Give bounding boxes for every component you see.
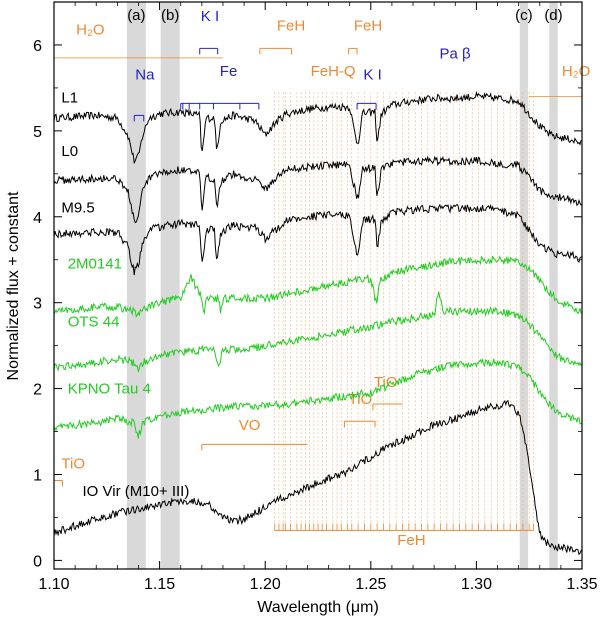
spectrum-series: L1 L0 M9.5 2M0141 OTS 44 KPNO Tau 4 IO Vir (M1…: [53, 90, 583, 556]
band-label: (d): [544, 7, 562, 24]
feature-label: Fe: [220, 63, 238, 80]
feature-label: H₂O: [562, 63, 590, 80]
shaded-band: [519, 2, 529, 569]
feature-label: VO: [239, 417, 261, 434]
series-label: L1: [61, 90, 78, 107]
spectrum-line: [53, 255, 583, 318]
x-tick-label: 1.30: [461, 576, 492, 593]
y-tick-label: 5: [33, 124, 42, 141]
spectrum-line: [53, 203, 583, 276]
spectrum-line: [53, 155, 583, 224]
y-axis-ticks: 0 1 2 3 4 5 6: [33, 38, 582, 570]
feature-label: H₂O: [76, 22, 104, 39]
band-label: (b): [161, 7, 179, 24]
shaded-band: [160, 2, 180, 569]
x-axis-title: Wavelength (μm): [257, 599, 379, 616]
y-tick-label: 6: [33, 38, 42, 55]
feature-label: TiO: [374, 374, 398, 391]
feature-label: Pa β: [439, 46, 471, 63]
spectrum-line: [53, 291, 583, 374]
series-label: IO Vir (M10+ III): [83, 483, 190, 500]
feature-label: FeH: [397, 532, 425, 549]
feature-label: K I: [363, 66, 381, 83]
series-label: L0: [61, 143, 78, 160]
band-label: (a): [127, 7, 145, 24]
feature-label: K I: [201, 8, 219, 25]
x-tick-label: 1.25: [355, 576, 386, 593]
spectrum-line: [53, 358, 583, 439]
x-tick-label: 1.20: [250, 576, 281, 593]
shaded-band: [549, 2, 558, 569]
feature-label: FeH-Q: [311, 63, 356, 80]
spectrum-line: [53, 90, 583, 164]
y-tick-label: 3: [33, 296, 42, 313]
x-tick-label: 1.35: [566, 576, 597, 593]
x-tick-label: 1.15: [144, 576, 175, 593]
x-tick-label: 1.10: [38, 576, 69, 593]
feature-label: FeH: [354, 17, 382, 34]
spectrum-line: [53, 399, 583, 556]
band-label: (c): [515, 7, 533, 24]
feature-label: TiO: [61, 455, 85, 472]
series-label: OTS 44: [68, 314, 120, 331]
feature-label: FeH: [277, 17, 305, 34]
y-tick-label: 0: [33, 553, 42, 570]
x-axis-ticks: 1.10 1.15 1.20 1.25 1.30 1.35: [38, 2, 598, 593]
series-label: M9.5: [61, 199, 94, 216]
feature-label: Na: [135, 66, 155, 83]
series-label: 2M0141: [68, 255, 122, 272]
y-tick-label: 1: [33, 468, 42, 485]
y-tick-label: 2: [33, 382, 42, 399]
y-axis-title: Normalized flux + constant: [5, 191, 22, 381]
plot-frame: [53, 1, 583, 570]
series-label: KPNO Tau 4: [68, 381, 151, 398]
y-tick-label: 4: [33, 210, 42, 227]
